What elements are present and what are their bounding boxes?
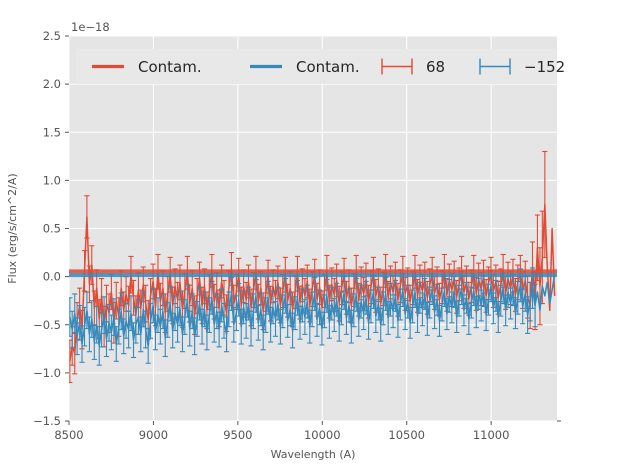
legend-entry-3[interactable]: −152 — [479, 58, 565, 76]
ytick-label: 0.5 — [43, 222, 61, 236]
xtick-label: 10000 — [304, 428, 341, 442]
ytick-label: 1.5 — [43, 125, 61, 139]
xtick-label: 9000 — [139, 428, 168, 442]
series--152 — [69, 267, 556, 366]
ytick-label: 2.5 — [43, 29, 61, 43]
axes-decorations: −1.5 −1.0 −0.5 0.0 0.5 1.0 1.5 2.0 2.5 8500 9000 95… — [33, 29, 561, 442]
xtick-label: 8500 — [54, 428, 83, 442]
ytick-label: 2.0 — [43, 77, 61, 91]
y-axis-offset-text: 1e−18 — [71, 20, 110, 34]
legend-label: 68 — [426, 58, 445, 76]
xtick-label: 11000 — [473, 428, 510, 442]
ytick-label: −1.5 — [33, 414, 61, 428]
x-axis-title: Wavelength (A) — [271, 448, 356, 461]
series-line--152 — [69, 274, 556, 347]
xtick-label: 10500 — [388, 428, 425, 442]
xtick-label: 9500 — [223, 428, 252, 442]
ytick-label: 1.0 — [43, 173, 61, 187]
legend-label: Contam. — [296, 58, 360, 76]
ytick-label: −0.5 — [33, 318, 61, 332]
legend-entry-0[interactable]: Contam. — [92, 58, 202, 76]
legend-entry-2[interactable]: 68 — [381, 58, 445, 76]
legend-label: −152 — [524, 58, 565, 76]
ytick-label: −1.0 — [33, 366, 61, 380]
ytick-label: 0.0 — [43, 270, 61, 284]
legend: Contam. Contam. 68 −152 — [76, 49, 565, 84]
data-layer — [69, 150, 557, 384]
legend-entry-1[interactable]: Contam. — [250, 58, 360, 76]
legend-label: Contam. — [138, 58, 202, 76]
y-axis-title: Flux (erg/s/cm^2/A) — [6, 173, 19, 283]
legend-box — [76, 49, 557, 84]
